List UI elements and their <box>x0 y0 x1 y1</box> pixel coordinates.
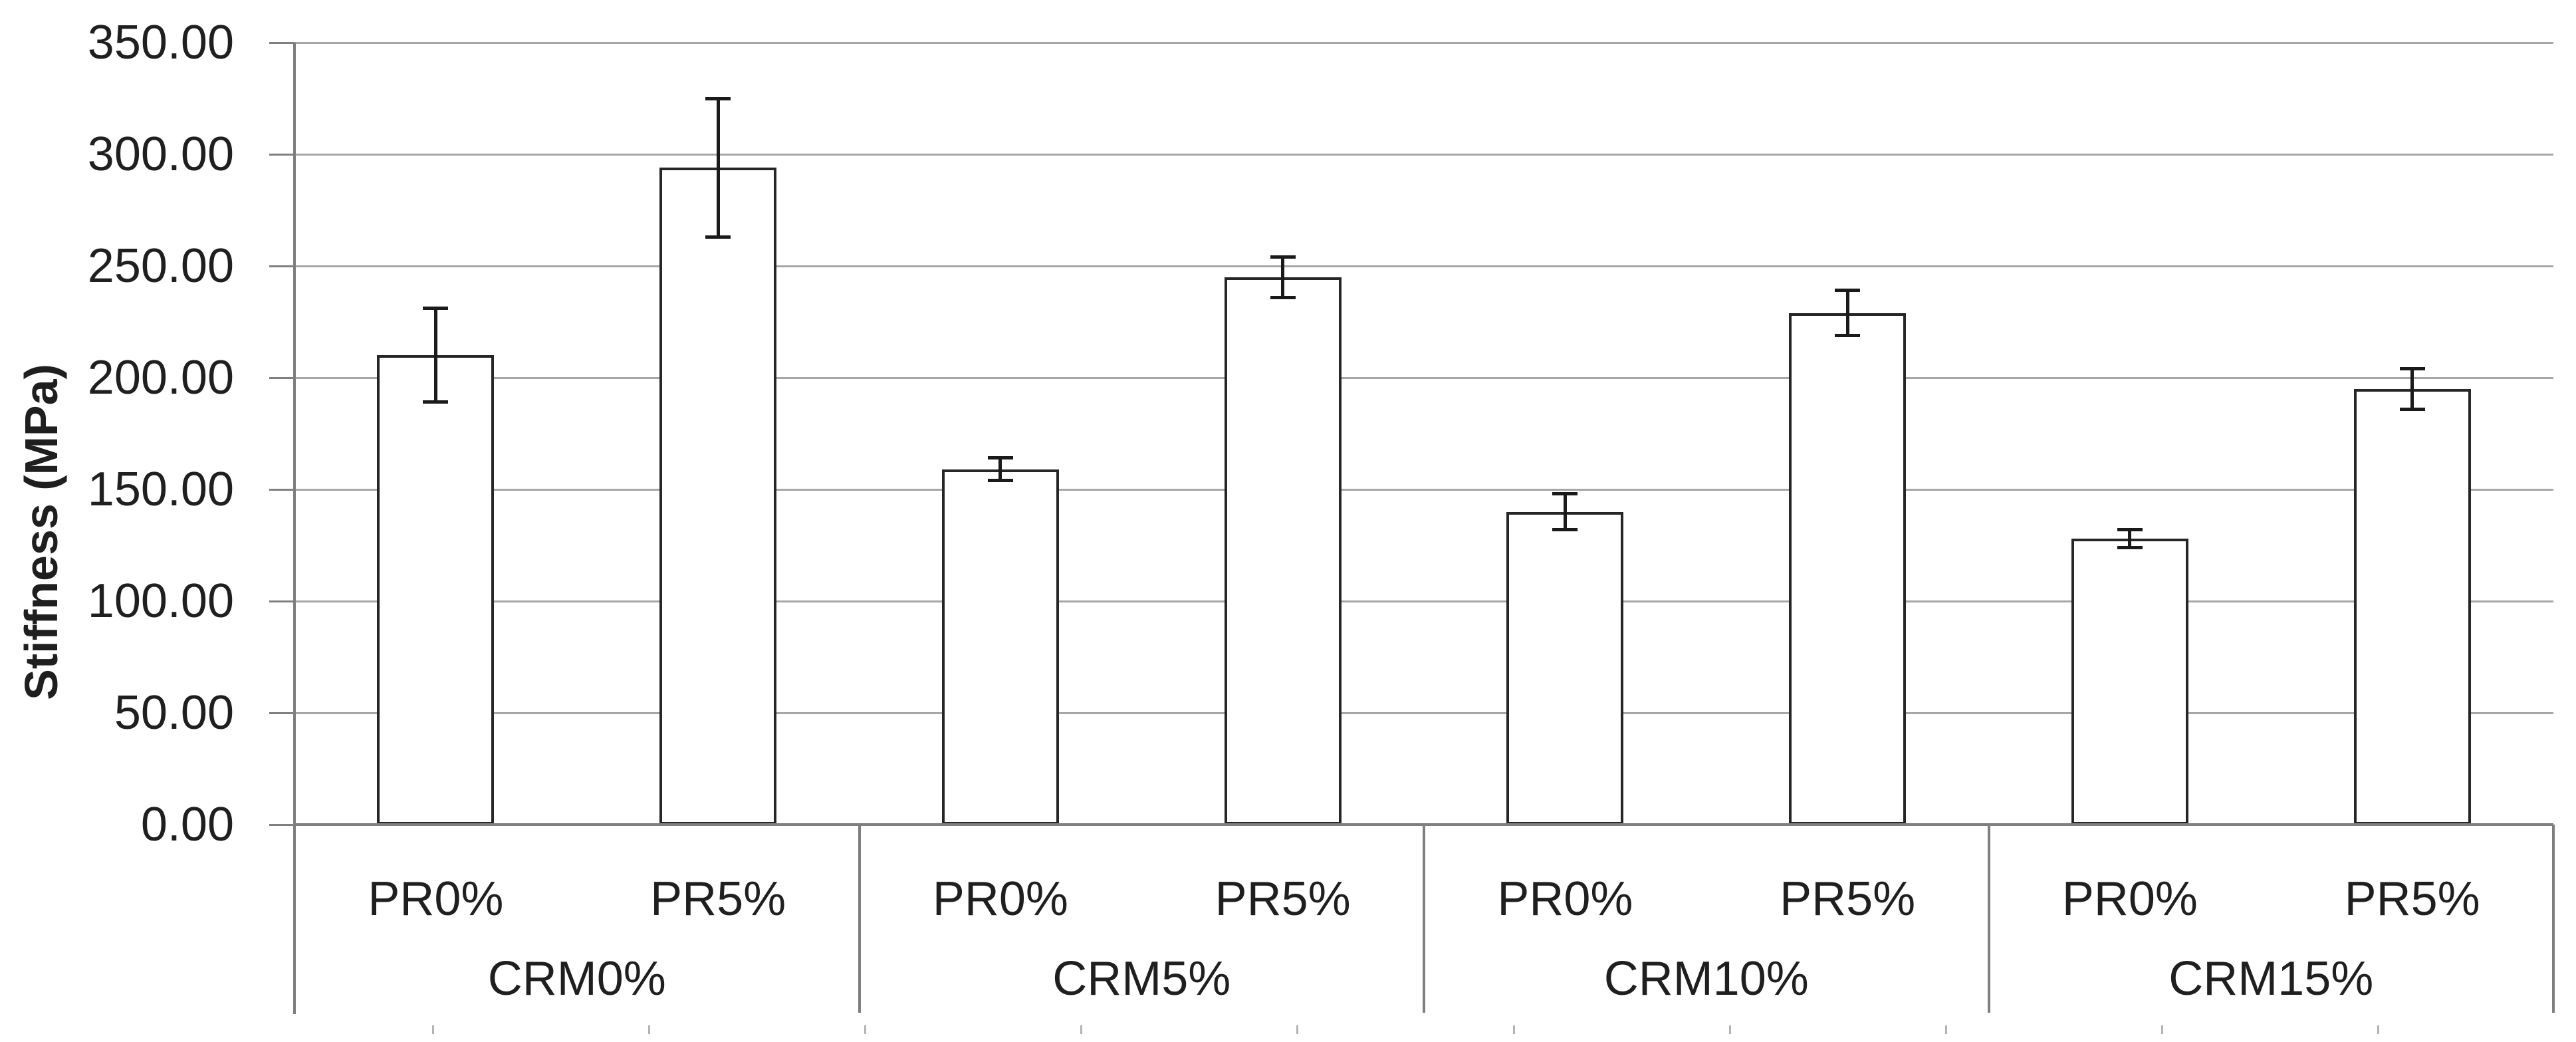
y-gridline <box>294 712 2553 714</box>
error-bar-cap-top <box>705 96 731 100</box>
group-label: CRM15% <box>2168 952 2374 1005</box>
bar-crm0%-pr5% <box>659 168 777 825</box>
y-axis-tick <box>269 41 294 44</box>
error-bar-line <box>1845 290 1849 336</box>
error-bar-line <box>2128 529 2132 548</box>
error-bar-cap-bottom <box>2399 407 2425 411</box>
y-tick-label: 300.00 <box>87 128 234 181</box>
bar-crm15%-pr5% <box>2353 388 2471 825</box>
axis-minor-tick <box>1945 1025 1947 1034</box>
axis-minor-tick <box>648 1025 650 1034</box>
group-label: CRM0% <box>487 952 666 1005</box>
y-axis-tick <box>269 712 294 714</box>
error-bar-cap-top <box>423 307 449 311</box>
bar-label: PR5% <box>2344 872 2480 926</box>
error-bar-cap-bottom <box>423 400 449 404</box>
y-tick-label: 0.00 <box>140 798 234 851</box>
y-axis-title: Stiffness (MPa) <box>15 364 67 700</box>
y-tick-label: 200.00 <box>87 351 234 404</box>
y-axis-tick <box>269 376 294 379</box>
y-gridline <box>294 41 2553 44</box>
y-tick-label: 100.00 <box>87 575 234 628</box>
axis-minor-tick <box>2161 1025 2163 1034</box>
axis-minor-tick <box>1296 1025 1298 1034</box>
y-axis-tick <box>269 600 294 602</box>
bar-label: PR5% <box>1780 872 1916 926</box>
y-gridline <box>294 488 2553 491</box>
bar-label: PR0% <box>2061 872 2198 926</box>
error-bar-cap-bottom <box>705 235 731 239</box>
group-label: CRM5% <box>1052 952 1231 1005</box>
bar-crm15%-pr0% <box>2071 538 2188 825</box>
y-axis-tick <box>269 488 294 491</box>
y-tick-label: 250.00 <box>87 239 234 293</box>
axis-minor-tick <box>1729 1025 1731 1034</box>
group-label: CRM10% <box>1603 952 1809 1005</box>
error-bar-line <box>1563 493 1567 530</box>
error-bar-cap-bottom <box>1270 295 1296 299</box>
y-gridline <box>294 265 2553 267</box>
axis-minor-tick <box>432 1025 434 1034</box>
group-separator <box>2552 825 2555 1013</box>
error-bar-cap-bottom <box>2117 545 2143 549</box>
axis-minor-tick <box>2377 1025 2379 1034</box>
error-bar-cap-top <box>1270 255 1296 259</box>
y-gridline <box>294 376 2553 379</box>
error-bar-line <box>433 308 437 402</box>
bar-label: PR5% <box>650 872 786 926</box>
y-axis-tick <box>269 153 294 156</box>
bar-crm0%-pr0% <box>377 355 495 825</box>
bar-crm5%-pr5% <box>1224 277 1342 825</box>
error-bar-line <box>998 457 1002 481</box>
bar-crm5%-pr0% <box>941 469 1059 825</box>
error-bar-cap-bottom <box>1552 527 1578 531</box>
group-separator <box>1987 825 1990 1013</box>
bar-label: PR0% <box>368 872 504 926</box>
y-gridline <box>294 153 2553 156</box>
axis-minor-tick <box>1513 1025 1515 1034</box>
error-bar-cap-top <box>1552 492 1578 496</box>
bar-label: PR5% <box>1215 872 1351 926</box>
error-bar-line <box>716 98 720 237</box>
axis-minor-tick <box>1080 1025 1082 1034</box>
y-tick-label: 150.00 <box>87 463 234 516</box>
error-bar-cap-top <box>2399 367 2425 371</box>
bar-label: PR0% <box>1497 872 1633 926</box>
x-axis-line <box>294 823 2553 826</box>
axis-minor-tick <box>864 1025 866 1034</box>
y-gridline <box>294 600 2553 602</box>
y-axis-line <box>293 43 296 1014</box>
y-axis-tick <box>269 823 294 826</box>
error-bar-cap-top <box>1835 289 1861 293</box>
error-bar-line <box>1281 257 1285 298</box>
y-tick-label: 350.00 <box>87 16 234 69</box>
error-bar-cap-top <box>2117 527 2143 531</box>
error-bar-cap-bottom <box>987 479 1013 483</box>
y-tick-label: 50.00 <box>114 686 234 739</box>
group-separator <box>1423 825 1425 1013</box>
group-separator <box>858 825 861 1013</box>
error-bar-cap-top <box>987 456 1013 460</box>
y-axis-tick <box>269 265 294 267</box>
error-bar-cap-bottom <box>1835 333 1861 337</box>
bar-label: PR0% <box>932 872 1068 926</box>
bar-crm10%-pr5% <box>1789 313 1907 825</box>
error-bar-line <box>2410 368 2414 410</box>
bar-crm10%-pr0% <box>1506 511 1624 825</box>
